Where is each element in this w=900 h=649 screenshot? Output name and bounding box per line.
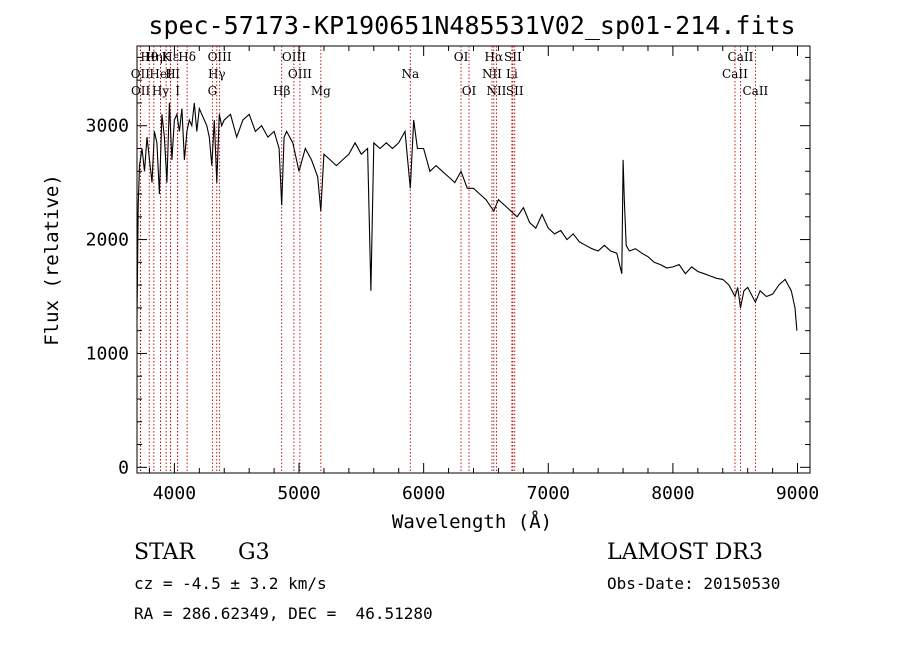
line-label-22: I [175, 84, 180, 98]
emission-line-markers: HθHηKHεHδOIIIOIIIOIHαSIICaIIOIIHeIHIHγOI… [131, 46, 769, 473]
x-tick-label: 8000 [651, 483, 694, 504]
y-tick-label: 2000 [86, 230, 129, 251]
coordinates: RA = 286.62349, DEC = 46.51280 [134, 604, 433, 623]
y-tick-label: 3000 [86, 116, 129, 137]
line-label-25: Mg [311, 84, 331, 98]
line-label-18: Li [506, 67, 518, 81]
y-tick-label: 0 [118, 457, 129, 478]
flux-series-line [136, 102, 798, 331]
object-class: STAR [134, 540, 195, 565]
line-label-7: OI [454, 50, 469, 64]
line-label-9: SII [504, 50, 522, 64]
x-tick-label: 7000 [527, 483, 570, 504]
line-label-4: Hδ [178, 50, 196, 64]
line-label-1: Hη [145, 50, 163, 64]
line-label-21: Hy [152, 84, 169, 98]
x-tick-label: 5000 [277, 483, 320, 504]
line-label-8: Hα [485, 50, 504, 64]
line-label-5: OIII [208, 50, 232, 64]
line-label-24: Hβ [273, 84, 290, 98]
axis-ticks: 4000 5000 6000 7000 8000 9000 0 1000 2000 3000 [86, 46, 819, 504]
line-label-20: OII [131, 84, 151, 98]
line-label-17: NII [482, 67, 502, 81]
x-tick-label: 9000 [776, 483, 819, 504]
redshift-value: cz = -4.5 ± 3.2 km/s [134, 574, 327, 593]
survey-name: LAMOST DR3 [607, 540, 763, 565]
line-label-16: OIII [288, 67, 312, 81]
line-label-29: SII [506, 84, 524, 98]
line-label-13: H [165, 67, 175, 81]
y-axis-label: Flux (relative) [41, 174, 63, 346]
line-label-6: OIII [282, 50, 306, 64]
chart-title: spec-57173-KP190651N485531V02_sp01-214.f… [148, 11, 795, 40]
obs-date: Obs-Date: 20150530 [607, 574, 781, 593]
line-label-27: OI [462, 84, 477, 98]
line-label-2: K [162, 50, 172, 64]
line-label-10: CaII [728, 50, 754, 64]
line-label-26: Na [401, 67, 419, 81]
y-tick-label: 1000 [86, 343, 129, 364]
x-tick-label: 6000 [402, 483, 445, 504]
plot-frame [136, 45, 811, 474]
x-axis-label: Wavelength (Å) [392, 510, 552, 533]
x-tick-label: 4000 [153, 483, 196, 504]
line-label-28: NII [486, 84, 506, 98]
line-label-15: Hγ [208, 67, 226, 81]
line-label-23: G [208, 84, 218, 98]
line-label-30: CaII [742, 84, 768, 98]
object-subclass: G3 [238, 540, 270, 565]
line-label-19: CaII [722, 67, 748, 81]
